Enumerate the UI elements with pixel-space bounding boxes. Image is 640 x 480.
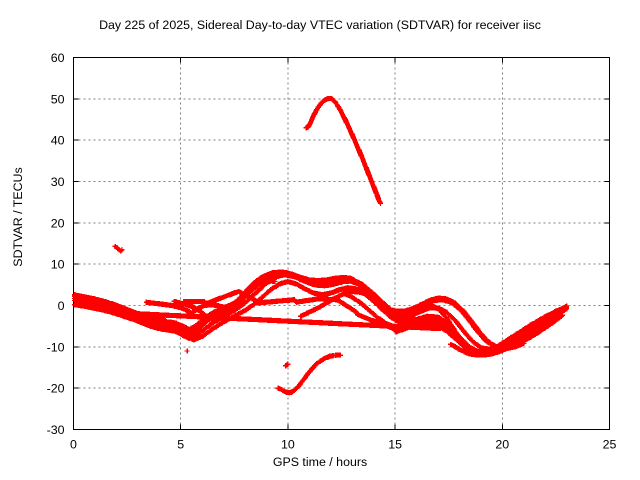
y-tick-label: -10 [47,340,65,354]
data-series [71,269,570,356]
x-axis-label: GPS time / hours [272,455,368,469]
x-tick-label: 10 [281,438,295,452]
x-tick-label: 5 [177,438,184,452]
y-tick-label: -30 [47,423,65,437]
y-axis-label: SDTVAR / TECUs [11,167,25,267]
y-tick-label: 10 [51,258,65,272]
page-title: Day 225 of 2025, Sidereal Day-to-day VTE… [99,18,541,32]
data-series [303,95,384,207]
y-tick-label: 40 [51,134,65,148]
data-series [275,352,344,396]
data-series [184,348,190,354]
data-series [283,361,291,369]
y-tick-label: 60 [51,51,65,65]
x-tick-label: 20 [495,438,509,452]
x-tick-label: 15 [388,438,402,452]
x-tick-label: 25 [603,438,617,452]
plot-frame [73,57,610,430]
y-tick-label: -20 [47,382,65,396]
x-tick-label: 0 [70,438,77,452]
data-series [143,278,278,316]
data-points-layer [71,95,570,396]
y-tick-label: 50 [51,92,65,106]
y-tick-label: 30 [51,175,65,189]
y-tick-label: 20 [51,216,65,230]
data-series [126,288,443,335]
y-tick-label: 0 [58,299,65,313]
axis-tick-labels: -30 -20 -10 0 10 20 30 40 50 60 0 5 10 15 20 25 [47,51,617,452]
data-series [112,243,125,254]
